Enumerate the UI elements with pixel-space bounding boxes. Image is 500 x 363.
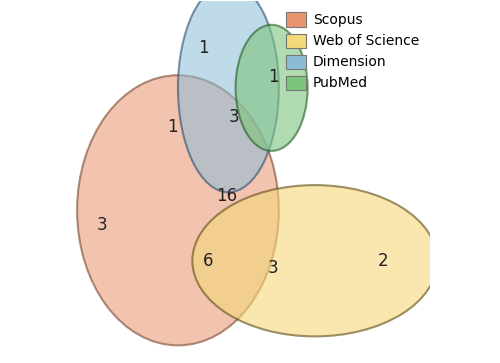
Legend: Scopus, Web of Science, Dimension, PubMed: Scopus, Web of Science, Dimension, PubMe… bbox=[282, 8, 423, 95]
Text: 1: 1 bbox=[198, 39, 208, 57]
Text: 2: 2 bbox=[378, 252, 388, 270]
Text: 1: 1 bbox=[268, 68, 278, 86]
Ellipse shape bbox=[192, 185, 438, 337]
Ellipse shape bbox=[178, 0, 279, 192]
Text: 3: 3 bbox=[268, 259, 278, 277]
Text: 1: 1 bbox=[167, 118, 178, 136]
Ellipse shape bbox=[77, 75, 279, 346]
Text: 6: 6 bbox=[204, 252, 214, 270]
Ellipse shape bbox=[236, 25, 308, 151]
Text: 16: 16 bbox=[216, 187, 237, 205]
Text: 3: 3 bbox=[228, 108, 239, 126]
Text: 3: 3 bbox=[97, 216, 108, 234]
